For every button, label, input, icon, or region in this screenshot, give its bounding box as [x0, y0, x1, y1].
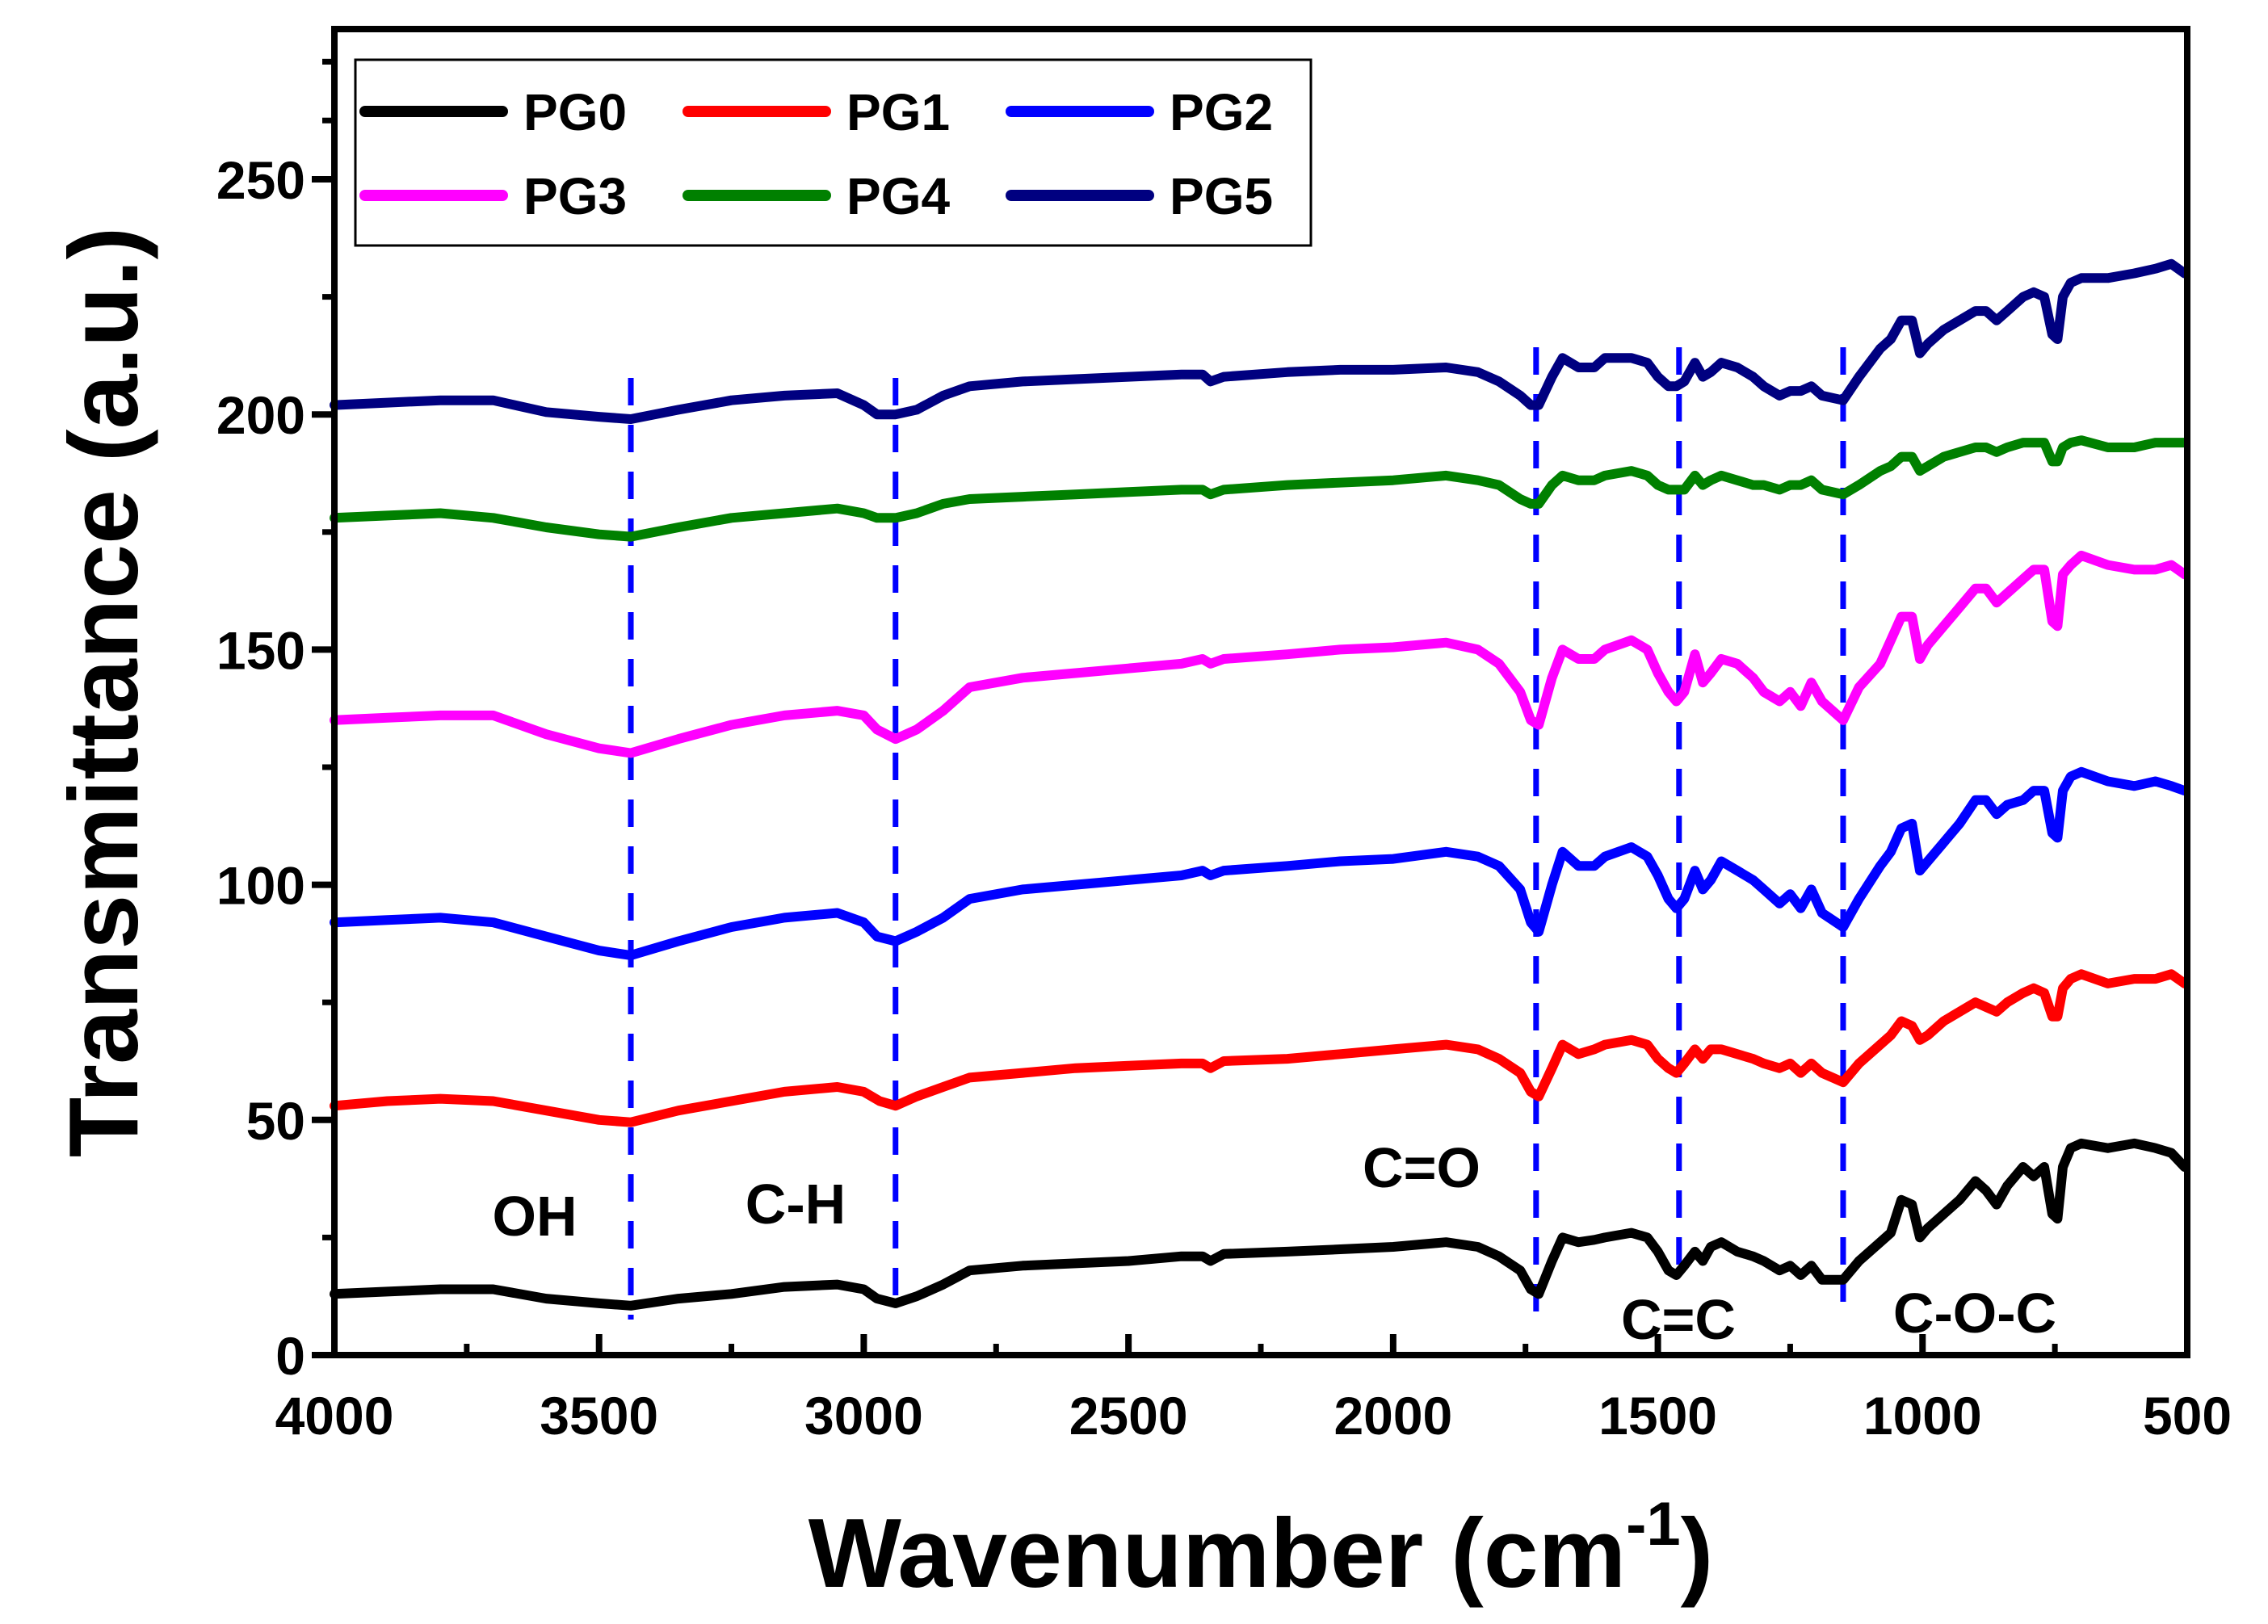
annotations-group: OH C-H C=O C=C C-O-C [493, 1136, 2057, 1351]
y-tick-label: 150 [216, 620, 305, 680]
series-line-pg2 [330, 766, 2190, 960]
series-group [330, 258, 2190, 1311]
y-tick-label: 200 [216, 385, 305, 445]
series-line-pg3 [330, 550, 2190, 758]
series-line-pg1 [330, 969, 2190, 1127]
series-line-pg5 [330, 258, 2190, 424]
x-axis-title-superscript: -1 [1626, 1490, 1681, 1559]
y-tick-label: 50 [246, 1091, 305, 1151]
x-tick-label: 2000 [1334, 1386, 1452, 1446]
annotation-oh: OH [493, 1185, 578, 1248]
annotation-c=c: C=C [1621, 1288, 1736, 1351]
x-tick-label: 2500 [1069, 1386, 1188, 1446]
legend-label-pg5: PG5 [1170, 167, 1273, 225]
x-tick-label: 1500 [1598, 1386, 1717, 1446]
legend-label-pg0: PG0 [523, 83, 627, 141]
x-tick-label: 3000 [804, 1386, 923, 1446]
x-axis-ticks: 4000 3500 3000 2500 2000 1500 1000 500 [275, 1334, 2232, 1446]
y-tick-label: 250 [216, 150, 305, 210]
legend-label-pg3: PG3 [523, 167, 627, 225]
x-axis-title-close: ) [1681, 1498, 1714, 1608]
legend: PG0 PG1 PG2 PG3 PG4 PG5 [354, 58, 1312, 247]
x-axis-title-main: Wavenumber (cm [808, 1498, 1626, 1608]
x-tick-label: 1000 [1863, 1386, 1982, 1446]
x-tick-label: 500 [2143, 1386, 2232, 1446]
x-tick-label: 4000 [275, 1386, 394, 1446]
series-line-pg0 [330, 1138, 2190, 1311]
y-axis-title: Transmittance (a.u.) [48, 227, 158, 1158]
y-axis-ticks: 0 50 100 150 200 250 [216, 58, 334, 1386]
y-tick-label: 100 [216, 856, 305, 916]
y-tick-label: 0 [275, 1326, 305, 1386]
annotation-c-o-c: C-O-C [1893, 1282, 2056, 1345]
series-line-pg4 [330, 435, 2190, 542]
legend-label-pg2: PG2 [1170, 83, 1273, 141]
legend-label-pg4: PG4 [846, 167, 950, 225]
legend-label-pg1: PG1 [846, 83, 950, 141]
annotation-c-h: C-H [746, 1173, 846, 1236]
x-axis-title: Wavenumber (cm-1) [808, 1490, 1714, 1608]
legend-box [354, 58, 1312, 247]
annotation-c=o: C=O [1363, 1136, 1480, 1199]
x-tick-label: 3500 [540, 1386, 658, 1446]
